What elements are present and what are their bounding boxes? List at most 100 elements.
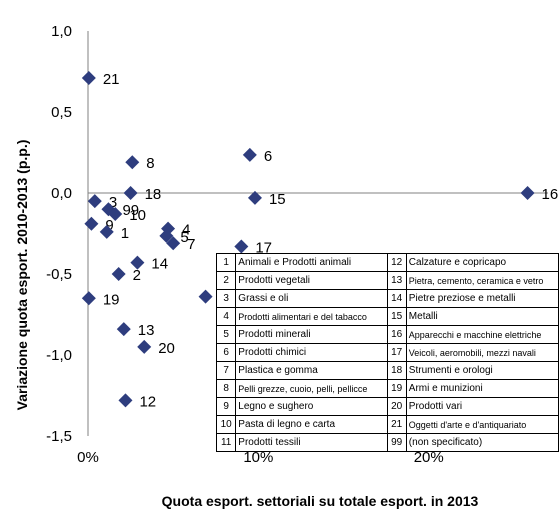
- legend-row: 1 Animali e Prodotti animali 12 Calzature e…: [215, 253, 559, 272]
- legend-label: Legno e sughero: [235, 397, 388, 416]
- legend-code: 15: [386, 307, 407, 326]
- legend-label: Prodotti vari: [405, 397, 559, 416]
- legend-row: 9 Legno e sughero 20 Prodotti vari: [215, 397, 559, 416]
- legend-code: 14: [386, 289, 407, 308]
- x-tick-label: 0%: [77, 449, 99, 466]
- data-point-label: 99: [122, 202, 139, 219]
- data-point-10: [108, 207, 123, 222]
- data-point-label: 6: [264, 148, 272, 165]
- data-point-label: 14: [151, 256, 168, 273]
- y-tick-labels: 1,0 0,5 0,0 -0,5 -1,0 -1,5: [46, 23, 72, 445]
- data-point-8: [125, 155, 140, 170]
- data-point-17: [234, 239, 249, 254]
- legend-label: Prodotti chimici: [235, 343, 388, 362]
- axes: [87, 31, 548, 436]
- legend-label: (non specificato): [405, 433, 559, 452]
- data-point-2: [111, 267, 126, 281]
- legend-code: 17: [386, 343, 407, 362]
- legend-label: Pietre preziose e metalli: [405, 289, 559, 308]
- data-point-label: 18: [145, 186, 162, 203]
- data-point-3: [87, 194, 102, 209]
- legend-label: Veicoli, aeromobili, mezzi navali: [405, 343, 559, 362]
- legend-code: 20: [386, 397, 407, 416]
- data-point-label: 3: [109, 194, 117, 211]
- data-point-12: [118, 393, 133, 408]
- legend-label: Apparecchi e macchine elettriche: [405, 325, 559, 344]
- y-tick-label: 0,5: [51, 104, 72, 121]
- legend-row: 11 Prodotti tessili 99 (non specificato): [215, 433, 559, 452]
- legend-label: Oggetti d'arte e d'antiquariato: [405, 415, 559, 434]
- data-point-label: 4: [182, 222, 190, 239]
- legend-label: Calzature e copricapo: [405, 253, 559, 272]
- data-points: 21861816153991091457171421911132012: [81, 70, 559, 410]
- legend-label: Pasta di legno e carta: [235, 415, 388, 434]
- legend-code: 13: [386, 271, 407, 290]
- data-point-5: [159, 228, 174, 243]
- legend-code: 2: [215, 271, 237, 290]
- data-point-13: [116, 322, 131, 337]
- data-point-label: 20: [158, 340, 175, 357]
- data-point-16: [520, 186, 535, 200]
- data-point-label: 12: [139, 393, 156, 410]
- y-tick-label: -1,5: [46, 428, 72, 445]
- data-point-14: [130, 255, 145, 270]
- legend-code: 10: [215, 415, 237, 434]
- data-point-label: 15: [269, 191, 286, 208]
- x-tick-label: 10%: [243, 449, 273, 466]
- data-point-19: [81, 291, 96, 306]
- legend-label: Prodotti minerali: [235, 325, 388, 344]
- data-point-label: 17: [255, 239, 272, 256]
- legend-label: Metalli: [405, 307, 559, 326]
- legend-label: Armi e munizioni: [405, 379, 559, 398]
- legend-row: 2 Prodotti vegetali 13 Pietra, cemento, cer…: [215, 271, 559, 290]
- legend-code: 21: [386, 415, 407, 434]
- data-point-7: [166, 236, 181, 251]
- legend-body: 1 Animali e Prodotti animali 12 Calzature e…: [215, 253, 559, 452]
- y-tick-label: -1,0: [46, 347, 72, 364]
- legend-row: 4 Prodotti alimentari e del tabacco 15 Meta…: [215, 307, 559, 326]
- legend-code: 19: [386, 379, 407, 398]
- data-point-6: [242, 147, 257, 162]
- legend-code: 12: [386, 253, 407, 272]
- legend-row: 3 Grassi e oli 14 Pietre preziose e metalli: [215, 289, 559, 308]
- y-axis-title: Variazione quota esport. 2010-2013 (p.p.…: [14, 140, 30, 411]
- legend-code: 3: [215, 289, 237, 308]
- data-point-label: 21: [103, 71, 120, 88]
- x-axis-title: Quota esport. settoriali su totale espor…: [162, 493, 479, 509]
- legend-label: Prodotti vegetali: [235, 271, 388, 290]
- data-point-18: [123, 186, 138, 200]
- data-point-15: [247, 190, 262, 205]
- data-point-label: 2: [133, 267, 141, 284]
- legend-code: 1: [215, 253, 237, 272]
- legend-code: 99: [386, 433, 407, 452]
- data-point-label: 13: [138, 322, 155, 339]
- data-point-label: 8: [146, 155, 154, 172]
- data-point-label: 16: [542, 186, 559, 203]
- legend-row: 6 Prodotti chimici 17 Veicoli, aeromobili, …: [215, 343, 559, 362]
- legend-row: 8 Pelli grezze, cuoio, pelli, pellicce 19 A…: [215, 379, 559, 398]
- legend-code: 11: [215, 433, 237, 452]
- data-point-11: [198, 289, 213, 304]
- data-point-label: 7: [187, 236, 195, 253]
- legend-label: Prodotti tessili: [235, 433, 388, 452]
- data-point-20: [137, 339, 152, 354]
- x-tick-label: 20%: [414, 449, 444, 466]
- legend-row: 7 Plastica e gomma 18 Strumenti e orologi: [215, 361, 559, 380]
- legend-code: 6: [215, 343, 237, 362]
- legend-row: 5 Prodotti minerali 16 Apparecchi e macchin…: [215, 325, 559, 344]
- legend-row: 10 Pasta di legno e carta 21 Oggetti d'arte…: [215, 415, 559, 434]
- legend-label: Prodotti alimentari e del tabacco: [235, 307, 388, 326]
- legend-code: 4: [215, 307, 237, 326]
- legend-code: 16: [386, 325, 407, 344]
- data-point-label: 19: [103, 291, 120, 308]
- legend-code: 5: [215, 325, 237, 344]
- data-point-label: 5: [180, 229, 188, 246]
- legend-code: 18: [386, 361, 407, 380]
- data-point-1: [99, 224, 114, 239]
- legend-label: Strumenti e orologi: [405, 361, 559, 380]
- data-point-21: [81, 70, 96, 85]
- legend-code: 8: [215, 379, 237, 398]
- y-tick-label: -0,5: [46, 266, 72, 283]
- legend-label: Animali e Prodotti animali: [235, 253, 388, 272]
